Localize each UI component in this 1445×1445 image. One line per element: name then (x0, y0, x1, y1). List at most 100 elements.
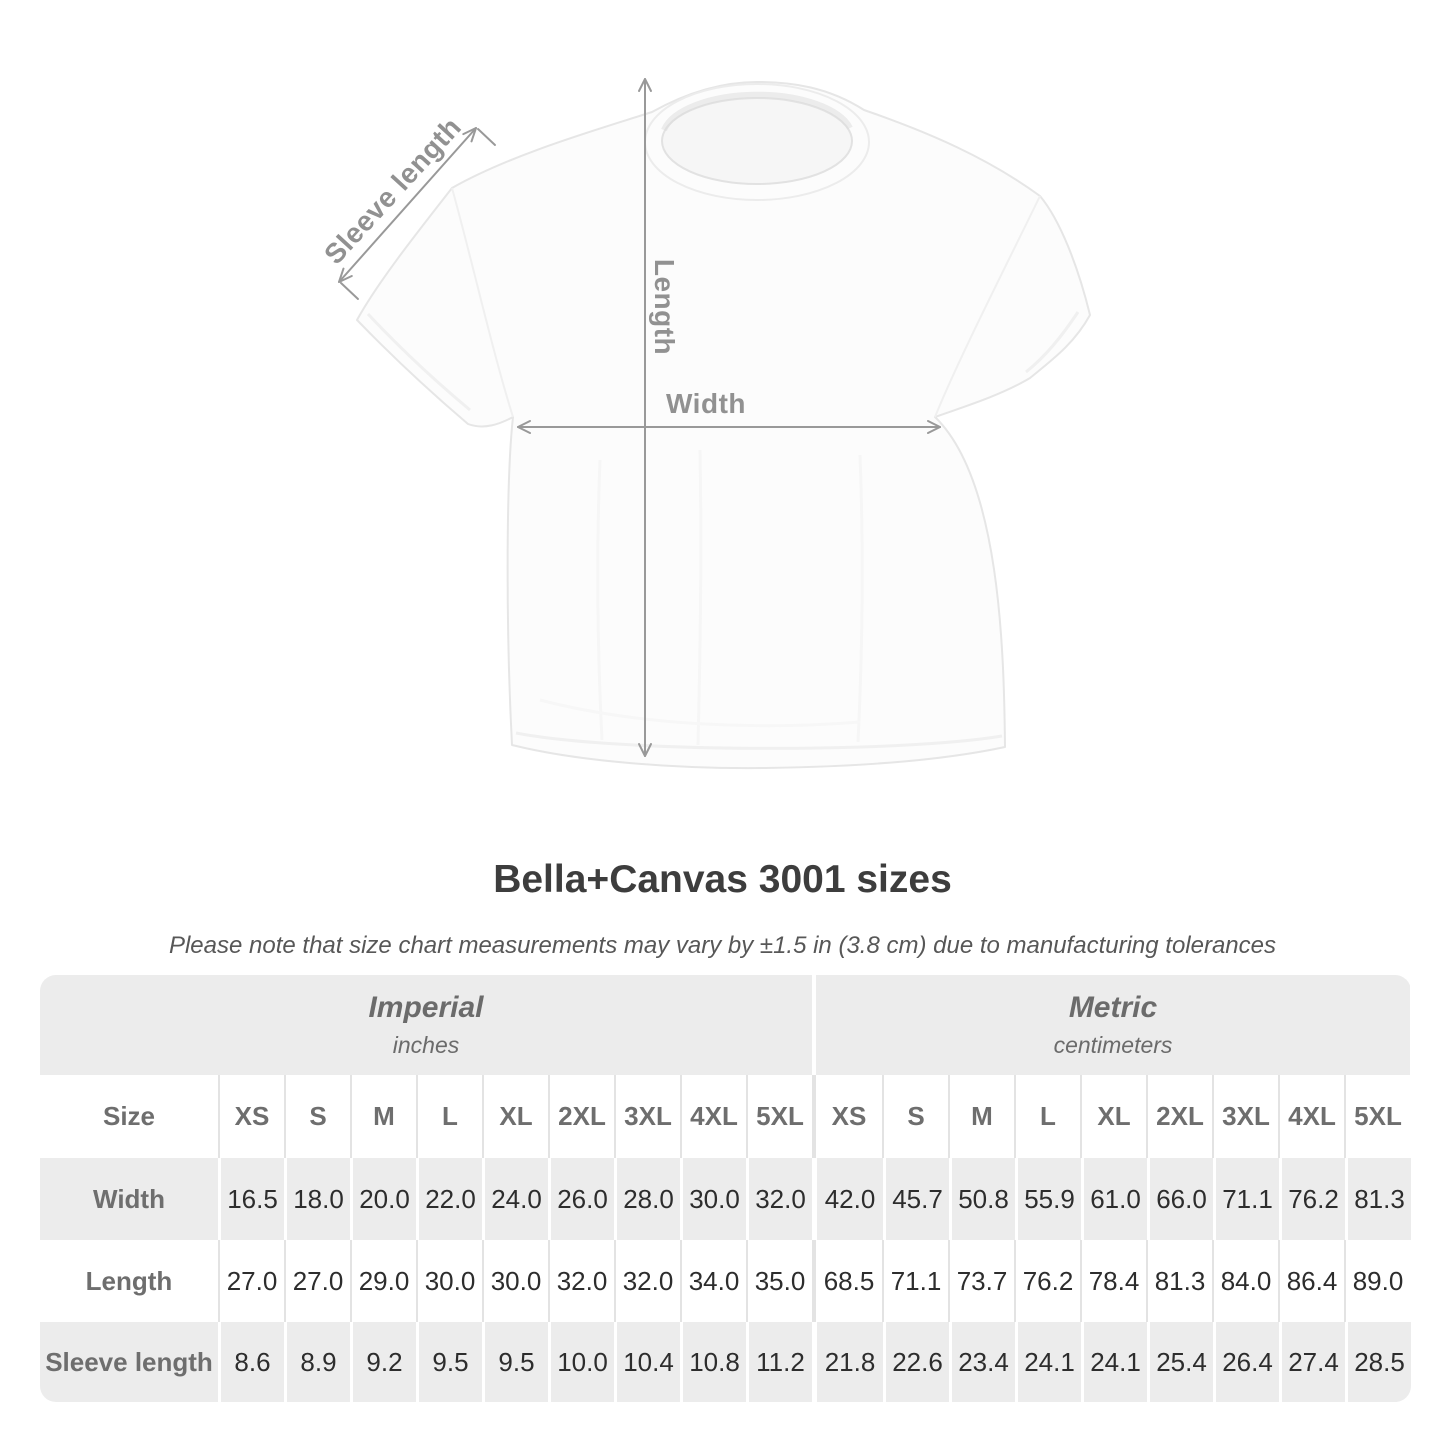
sleeve-imperial-values: 8.6 8.9 9.2 9.5 9.5 10.0 10.4 10.8 11.2 (218, 1322, 812, 1402)
width-value-cell: 55.9 (1015, 1158, 1081, 1240)
sleeve-value-cell: 24.1 (1015, 1322, 1081, 1402)
width-value-cell: 32.0 (746, 1158, 812, 1240)
tolerance-note: Please note that size chart measurements… (168, 932, 1277, 959)
size-header-cell: XS (218, 1075, 284, 1158)
size-header-cell: L (416, 1075, 482, 1158)
width-value-cell: 30.0 (680, 1158, 746, 1240)
sleeve-value-cell: 23.4 (949, 1322, 1015, 1402)
imperial-section-header: Imperial inches (40, 975, 812, 1075)
imperial-title: Imperial (368, 991, 484, 1024)
sleeve-metric-values: 21.8 22.6 23.4 24.1 24.1 25.4 26.4 27.4 28.5 (812, 1322, 1411, 1402)
size-header-cell: S (284, 1075, 350, 1158)
imperial-unit: inches (392, 1032, 460, 1058)
metric-size-headers: XS S M L XL 2XL 3XL 4XL 5XL (812, 1075, 1410, 1158)
length-value-cell: 32.0 (614, 1240, 680, 1322)
sleeve-value-cell: 27.4 (1279, 1322, 1345, 1402)
width-row-label: Width (40, 1158, 218, 1240)
length-value-cell: 29.0 (350, 1240, 416, 1322)
size-header-cell: XL (482, 1075, 548, 1158)
width-label: Width (666, 388, 746, 419)
table-row-length: Length 27.0 27.0 29.0 30.0 30.0 32.0 32.0 34.0 3… (40, 1240, 1411, 1322)
length-value-cell: 27.0 (284, 1240, 350, 1322)
width-metric-values: 42.0 45.7 50.8 55.9 61.0 66.0 71.1 76.2 81.3 (812, 1158, 1411, 1240)
sleeve-row-label: Sleeve length (40, 1322, 218, 1402)
size-header-cell: XL (1080, 1075, 1146, 1158)
length-value-cell: 27.0 (218, 1240, 284, 1322)
width-value-cell: 42.0 (817, 1158, 883, 1240)
table-row-sleeve-length: Sleeve length 8.6 8.9 9.2 9.5 9.5 10.0 10.4 10.… (40, 1322, 1411, 1402)
sleeve-value-cell: 22.6 (883, 1322, 949, 1402)
size-header-cell: 5XL (746, 1075, 812, 1158)
width-value-cell: 16.5 (218, 1158, 284, 1240)
size-header-cell: 5XL (1344, 1075, 1410, 1158)
size-header-cell: 2XL (1146, 1075, 1212, 1158)
length-value-cell: 86.4 (1278, 1240, 1344, 1322)
sleeve-value-cell: 10.8 (680, 1322, 746, 1402)
width-value-cell: 61.0 (1081, 1158, 1147, 1240)
sleeve-value-cell: 25.4 (1147, 1322, 1213, 1402)
units-header-row: Imperial inches Metric centimeters (40, 975, 1411, 1075)
size-header-cell: XS (831, 1101, 867, 1131)
sleeve-value-cell: 28.5 (1345, 1322, 1411, 1402)
length-value-cell: 84.0 (1212, 1240, 1278, 1322)
size-header-cell: 3XL (614, 1075, 680, 1158)
size-row-label: Size (102, 1101, 156, 1131)
length-value-cell: 30.0 (416, 1240, 482, 1322)
page-title: Bella+Canvas 3001 sizes (493, 858, 952, 901)
imperial-size-headers: XS S M L XL 2XL 3XL 4XL 5XL (218, 1075, 812, 1158)
length-value-cell: 32.0 (548, 1240, 614, 1322)
sleeve-value-cell: 10.4 (614, 1322, 680, 1402)
width-arrow (517, 420, 941, 434)
length-value-cell: 68.5 (823, 1265, 875, 1296)
sleeve-value-cell: 24.1 (1081, 1322, 1147, 1402)
sleeve-value-cell: 8.9 (284, 1322, 350, 1402)
sleeve-value-cell: 9.2 (350, 1322, 416, 1402)
length-value-cell: 78.4 (1080, 1240, 1146, 1322)
length-row-label: Length (85, 1265, 173, 1296)
width-value-cell: 66.0 (1147, 1158, 1213, 1240)
tshirt-image (338, 78, 1091, 770)
collar-opening (661, 97, 853, 185)
size-header-cell: L (1014, 1075, 1080, 1158)
size-header-row: Size XS S M L XL 2XL 3XL 4XL 5XL XS S M L XL 2XL 3XL 4X… (40, 1075, 1411, 1158)
width-value-cell: 50.8 (949, 1158, 1015, 1240)
sleeve-value-cell: 9.5 (482, 1322, 548, 1402)
length-imperial-values: 27.0 27.0 29.0 30.0 30.0 32.0 32.0 34.0 35.0 (218, 1240, 812, 1322)
width-value-cell: 20.0 (350, 1158, 416, 1240)
sleeve-value-cell: 11.2 (746, 1322, 812, 1402)
width-value-cell: 45.7 (883, 1158, 949, 1240)
size-header-cell: M (948, 1075, 1014, 1158)
width-value-cell: 71.1 (1213, 1158, 1279, 1240)
length-arrow (638, 78, 652, 757)
length-value-cell: 81.3 (1146, 1240, 1212, 1322)
length-value-cell: 89.0 (1344, 1240, 1410, 1322)
sleeve-value-cell: 10.0 (548, 1322, 614, 1402)
metric-unit: centimeters (1053, 1032, 1173, 1058)
length-value-cell: 71.1 (882, 1240, 948, 1322)
length-value-cell: 34.0 (680, 1240, 746, 1322)
length-metric-values: 68.5 71.1 73.7 76.2 78.4 81.3 84.0 86.4 89.0 (812, 1240, 1410, 1322)
size-chart-table: Imperial inches Metric centimeters Size … (40, 975, 1411, 1402)
size-header-cell: 4XL (680, 1075, 746, 1158)
size-header-cell: M (350, 1075, 416, 1158)
length-value-cell: 76.2 (1014, 1240, 1080, 1322)
metric-section-header: Metric centimeters (812, 975, 1410, 1075)
size-header-cell: 3XL (1212, 1075, 1278, 1158)
sleeve-length-arrow (338, 127, 496, 300)
tshirt-silhouette (356, 81, 1091, 770)
sleeve-value-cell: 21.8 (817, 1322, 883, 1402)
width-imperial-values: 16.5 18.0 20.0 22.0 24.0 26.0 28.0 30.0 32.0 (218, 1158, 812, 1240)
width-value-cell: 22.0 (416, 1158, 482, 1240)
length-value-cell: 73.7 (948, 1240, 1014, 1322)
size-header-cell: 4XL (1278, 1075, 1344, 1158)
metric-title: Metric (1068, 991, 1158, 1024)
length-value-cell: 35.0 (746, 1240, 812, 1322)
width-value-cell: 26.0 (548, 1158, 614, 1240)
size-header-cell: S (882, 1075, 948, 1158)
width-value-cell: 18.0 (284, 1158, 350, 1240)
width-value-cell: 24.0 (482, 1158, 548, 1240)
sleeve-value-cell: 8.6 (218, 1322, 284, 1402)
length-value-cell: 30.0 (482, 1240, 548, 1322)
width-value-cell: 76.2 (1279, 1158, 1345, 1240)
